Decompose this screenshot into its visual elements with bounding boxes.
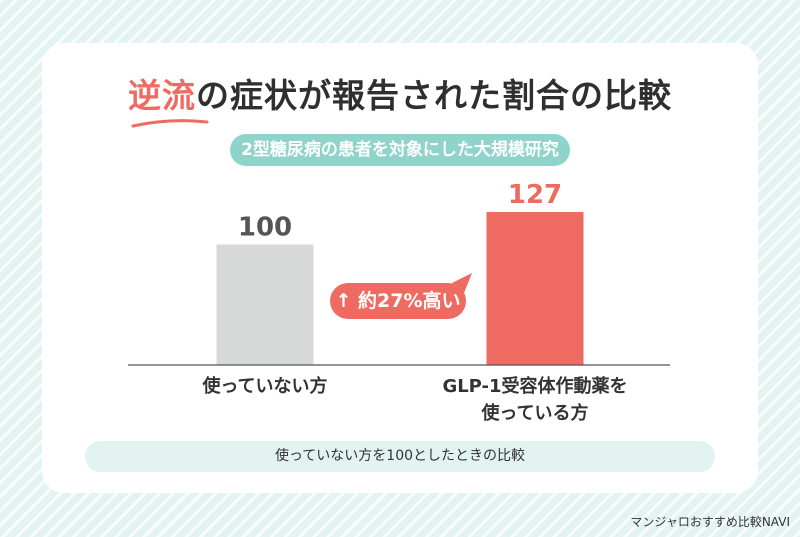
- chart-title: 逆流の症状が報告された割合の比較: [0, 69, 800, 117]
- subtitle-pill: 2型糖尿病の患者を対象にした大規模研究: [230, 134, 570, 166]
- title-highlight: 逆流: [128, 76, 196, 115]
- category-label-0: 使っていない方: [165, 373, 365, 400]
- footnote-pill: 使っていない方を100としたときの比較: [85, 441, 715, 472]
- bar-0: [216, 244, 314, 365]
- bar-1: [486, 212, 584, 365]
- category-label-line: 使っていない方: [202, 376, 328, 397]
- title-rest: の症状が報告された割合の比較: [196, 76, 672, 115]
- bar-value-label-0: 100: [238, 213, 292, 243]
- chart-card: [42, 43, 758, 493]
- badge-tail: [452, 273, 472, 293]
- category-label-1: GLP-1受容体作動薬を 使っている方: [395, 373, 675, 427]
- category-label-line: 使っている方: [481, 403, 589, 424]
- increase-badge: ↑ 約27%高い: [330, 283, 466, 319]
- up-arrow-icon: ↑: [335, 290, 352, 312]
- bar-value-label-1: 127: [508, 180, 562, 210]
- title-underline-swoosh: [131, 119, 209, 128]
- category-label-line: GLP-1受容体作動薬を: [442, 376, 628, 397]
- increase-badge-text: 約27%高い: [358, 290, 461, 312]
- watermark: マンジャロおすすめ比較NAVI: [630, 515, 790, 529]
